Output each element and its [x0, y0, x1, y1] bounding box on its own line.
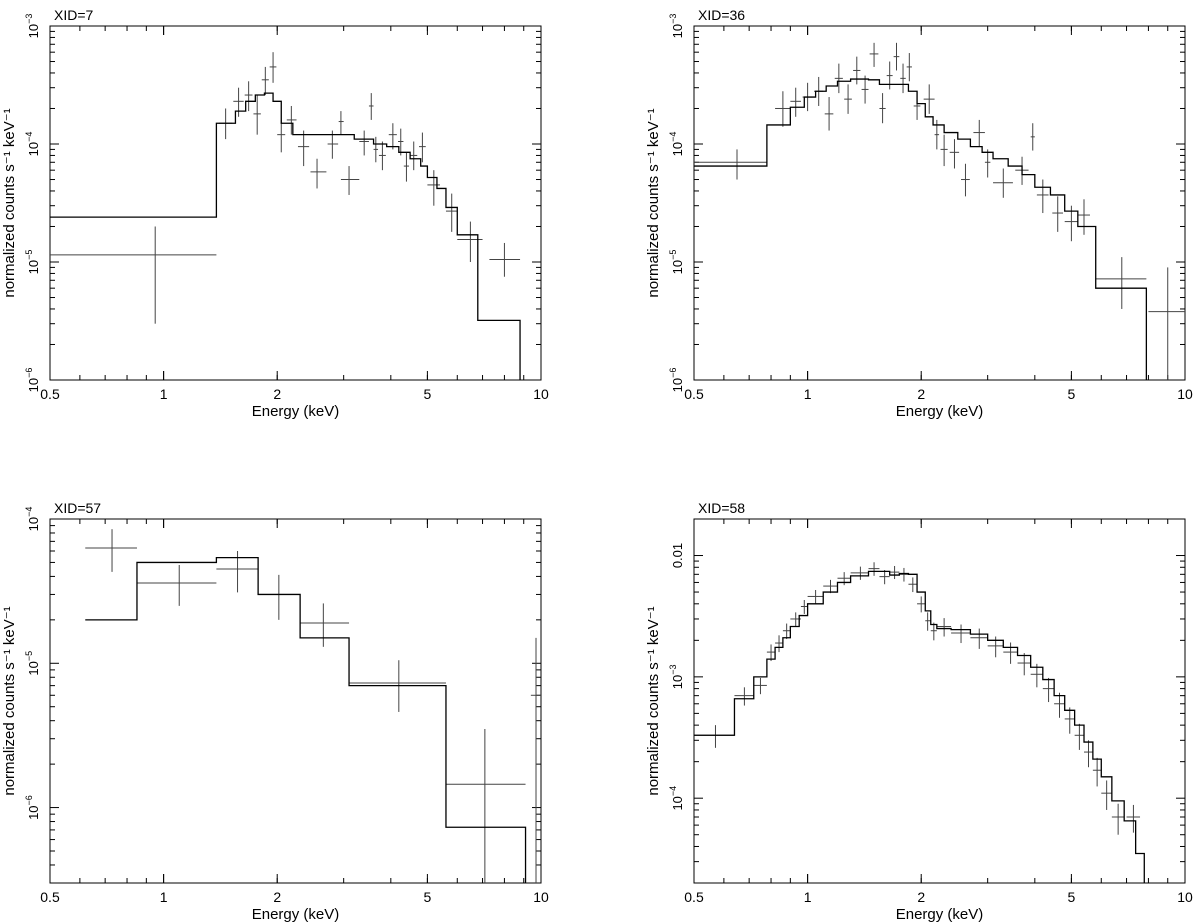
chart-title: XID=58	[698, 500, 745, 516]
x-tick-label: 0.5	[684, 386, 704, 402]
y-tick-label: 10−4	[24, 507, 41, 532]
y-tick-label: 10−6	[24, 368, 41, 393]
x-tick-label: 1	[160, 386, 168, 402]
x-tick-label: 1	[804, 889, 812, 905]
y-axis-label: normalized counts s⁻¹ keV⁻¹	[645, 606, 662, 795]
x-axis-label: Energy (keV)	[896, 403, 984, 420]
chart-panel-2: XID=36 0.5 1 2 5 10 10−6 10−5 10−4 10−3 Energy (ke…	[645, 7, 1193, 420]
x-tick-label: 5	[1067, 386, 1075, 402]
x-tick-label: 5	[423, 889, 431, 905]
x-tick-label: 2	[917, 386, 925, 402]
chart-title: XID=7	[54, 7, 94, 23]
x-tick-label: 1	[804, 386, 812, 402]
y-tick-label: 10−3	[668, 14, 685, 39]
model-step-line	[694, 570, 1145, 883]
y-tick-label: 10−5	[24, 250, 41, 275]
x-tick-label: 1	[160, 889, 168, 905]
y-tick-label: 10−3	[24, 14, 41, 39]
plot-frame	[49, 518, 542, 884]
chart-title: XID=36	[698, 7, 745, 23]
y-tick-label: 10−6	[668, 368, 685, 393]
model-step-line	[50, 92, 521, 380]
y-tick-label: 0.01	[670, 543, 685, 568]
x-axis-label: Energy (keV)	[252, 906, 340, 922]
y-axis-label: normalized counts s⁻¹ keV⁻¹	[1, 108, 18, 297]
plot-frame	[693, 518, 1186, 884]
x-axis-label: Energy (keV)	[896, 906, 984, 922]
y-tick-label: 10−4	[668, 132, 685, 157]
x-tick-label: 10	[533, 889, 549, 905]
x-tick-label: 5	[1067, 889, 1075, 905]
x-axis-label: Energy (keV)	[252, 403, 340, 420]
plot-frame	[49, 25, 542, 381]
y-tick-label: 10−4	[668, 786, 685, 811]
x-tick-label: 0.5	[684, 889, 704, 905]
model-step-line	[85, 556, 527, 883]
plot-frame	[693, 25, 1186, 381]
chart-panel-3: XID=57 0.5 1 2 5 10 10−6 10−5 10−4 Energy (keV) no…	[1, 500, 549, 922]
x-tick-label: 0.5	[40, 889, 60, 905]
y-tick-label: 10−4	[24, 132, 41, 157]
x-tick-label: 2	[273, 386, 281, 402]
y-axis-label: normalized counts s⁻¹ keV⁻¹	[645, 108, 662, 297]
y-tick-label: 10−5	[668, 250, 685, 275]
chart-panel-1: XID=7 0.5 1 2 5 10 10−6 10−5 10−4 10−3 Energy (keV…	[1, 7, 549, 420]
x-tick-label: 10	[533, 386, 549, 402]
x-tick-label: 2	[273, 889, 281, 905]
x-tick-label: 10	[1177, 889, 1193, 905]
chart-panel-4: XID=58 0.5 1 2 5 10 10−4 10−3 0.01 Energy (keV) no…	[645, 500, 1193, 922]
x-tick-label: 5	[423, 386, 431, 402]
chart-title: XID=57	[54, 500, 101, 516]
x-tick-label: 0.5	[40, 386, 60, 402]
x-tick-label: 10	[1177, 386, 1193, 402]
model-step-line	[694, 78, 1148, 380]
y-tick-label: 10−3	[668, 664, 685, 689]
x-tick-label: 2	[917, 889, 925, 905]
y-axis-label: normalized counts s⁻¹ keV⁻¹	[1, 606, 18, 795]
y-tick-label: 10−6	[24, 795, 41, 820]
y-tick-label: 10−5	[24, 651, 41, 676]
